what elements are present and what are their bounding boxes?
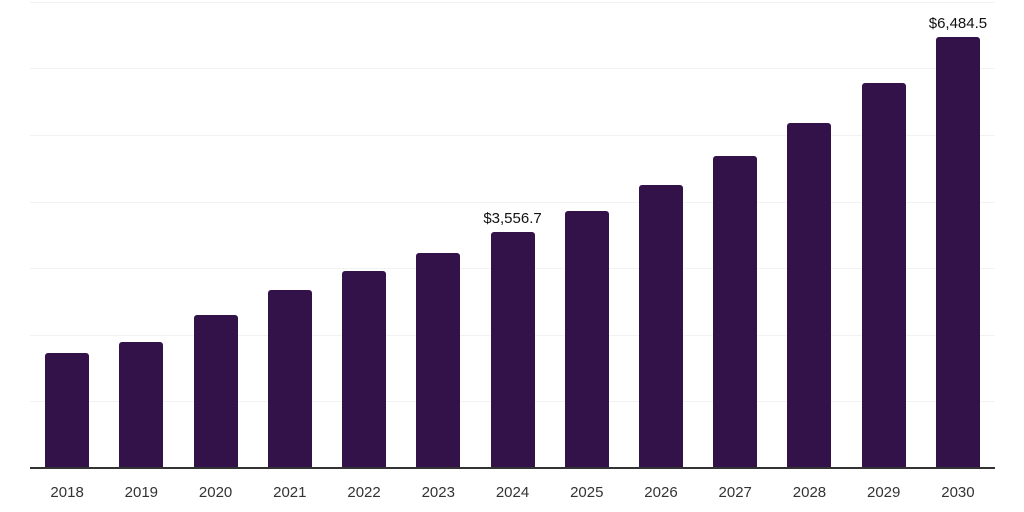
bar-slot <box>253 0 327 469</box>
bar-slot: $6,484.5 <box>921 0 995 469</box>
x-axis-line <box>30 467 995 469</box>
gridline <box>30 1 995 3</box>
bar-value-label: $3,556.7 <box>483 210 542 228</box>
bar-slot <box>30 0 104 469</box>
bar-2026 <box>638 184 683 469</box>
bar-2029 <box>861 83 906 469</box>
bar-slot <box>178 0 252 469</box>
x-tick-label: 2022 <box>347 484 381 501</box>
bar-slot <box>772 0 846 469</box>
bar-2018 <box>45 353 90 469</box>
bar-2028 <box>787 123 832 469</box>
plot-area: $3,556.7 $6,484.5 <box>30 0 995 469</box>
bar-2030 <box>935 37 980 469</box>
bar-2027 <box>713 155 758 469</box>
x-tick-label: 2021 <box>273 484 307 501</box>
bars-container: $3,556.7 $6,484.5 <box>30 0 995 469</box>
bar-slot <box>550 0 624 469</box>
bar-slot <box>401 0 475 469</box>
gridline <box>30 134 995 136</box>
x-tick-label: 2027 <box>718 484 752 501</box>
bar-slot <box>624 0 698 469</box>
bar-slot: $3,556.7 <box>475 0 549 469</box>
x-tick-label: 2019 <box>124 484 159 501</box>
bar-2022 <box>342 270 387 469</box>
bar-2025 <box>564 210 609 469</box>
bar-slot <box>327 0 401 469</box>
x-tick-label: 2029 <box>867 484 901 501</box>
bar-slot <box>104 0 178 469</box>
x-tick-label: 2026 <box>644 484 678 501</box>
bar-2020 <box>193 314 238 469</box>
bar-2019 <box>119 341 164 469</box>
x-tick-label: 2020 <box>198 484 233 501</box>
x-tick-label: 2025 <box>570 484 604 501</box>
x-tick-label: 2023 <box>421 484 455 501</box>
x-tick-label: 2024 <box>495 484 530 501</box>
gridline <box>30 68 995 70</box>
bar-slot <box>847 0 921 469</box>
gridline <box>30 201 995 203</box>
x-tick-label: 2018 <box>50 484 84 501</box>
x-tick-label: 2030 <box>941 484 975 501</box>
x-tick-label: 2028 <box>792 484 827 501</box>
bar-slot <box>698 0 772 469</box>
bar-2021 <box>267 290 312 469</box>
x-axis-tick-labels: 2018 2019 2020 2021 2022 2023 2024 2025 2026 2027… <box>30 484 995 501</box>
bar-2024 <box>490 232 535 469</box>
bar-value-label: $6,484.5 <box>928 15 988 33</box>
bar-2023 <box>416 252 461 469</box>
